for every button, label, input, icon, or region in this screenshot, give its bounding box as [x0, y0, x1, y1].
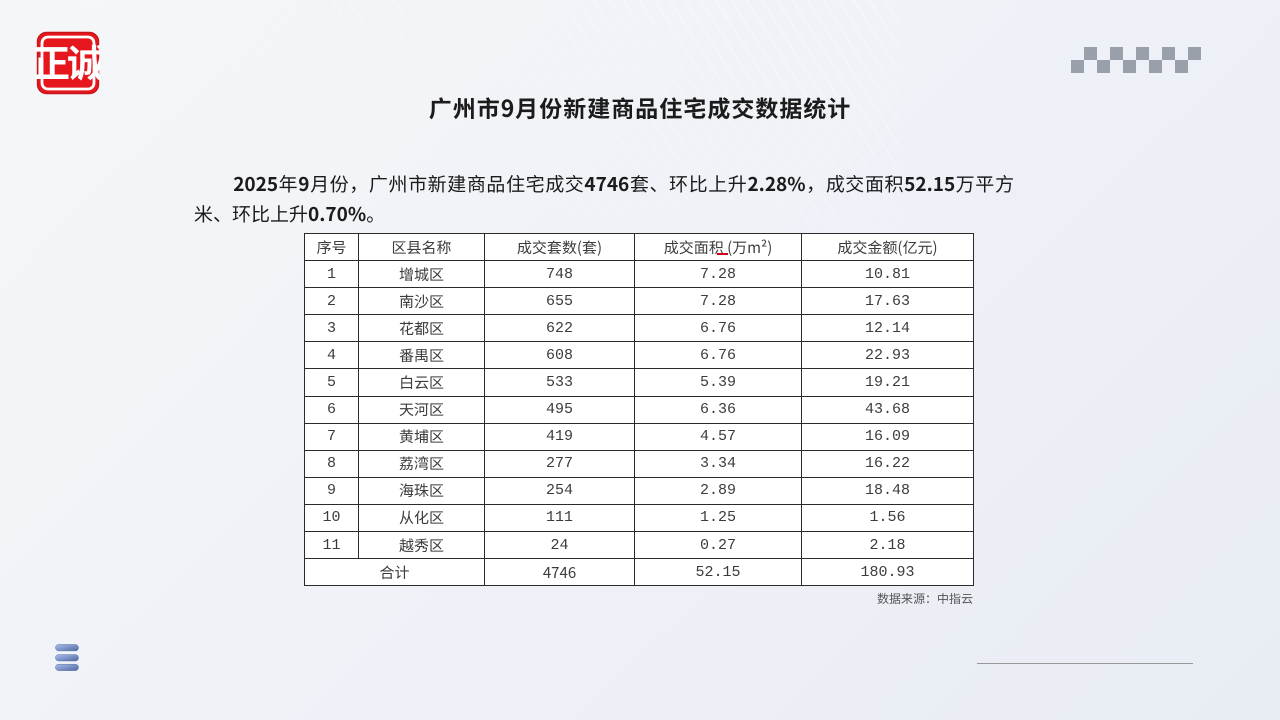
svg-text:正诚: 正诚 [36, 33, 100, 88]
